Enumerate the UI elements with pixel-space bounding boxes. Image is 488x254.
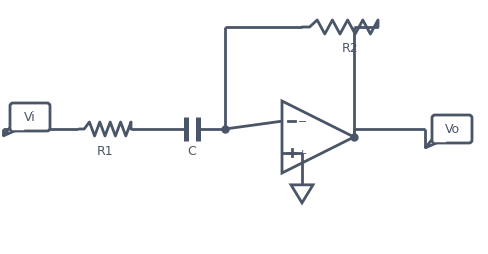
Text: R2: R2 bbox=[342, 42, 358, 55]
Polygon shape bbox=[3, 124, 21, 136]
Text: C: C bbox=[187, 145, 196, 157]
Polygon shape bbox=[425, 136, 443, 148]
Text: −: − bbox=[298, 117, 307, 127]
Text: R1: R1 bbox=[97, 145, 113, 157]
FancyBboxPatch shape bbox=[10, 104, 50, 132]
FancyBboxPatch shape bbox=[432, 116, 472, 144]
Text: +: + bbox=[298, 148, 307, 158]
Text: Vo: Vo bbox=[445, 123, 460, 136]
Text: Vi: Vi bbox=[24, 111, 36, 124]
